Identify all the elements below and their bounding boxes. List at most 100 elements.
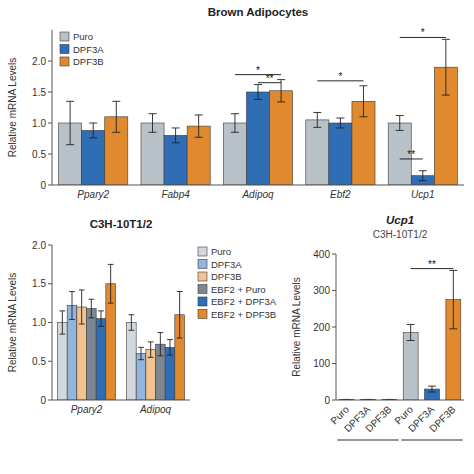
error-bar [359,86,367,117]
error-bar-stem [234,114,235,133]
chart-panel: 00.51.01.52.0Ppary2AdipoqC3H-10T1/2Relat… [7,218,277,415]
error-bar [442,39,450,95]
y-tick [48,61,52,62]
error-bar-cap [148,341,154,342]
error-bar-cap [88,317,94,318]
y-tick-label: 1.5 [32,278,46,289]
error-bar [177,292,183,339]
y-tick [48,400,52,401]
chart-panel: 00.51.01.52.0Ppary2Fabp4AdipoqEbf2Ucp1Br… [7,6,464,200]
y-tick-label: 1.5 [32,87,46,98]
significance-label: ** [428,259,436,270]
error-bar-cap [277,101,285,102]
legend-label: Puro [211,246,231,257]
y-axis-label: Relative mRNA Levels [291,277,302,376]
bar [82,130,105,185]
error-bar-cap [449,328,457,329]
error-bar [407,324,415,340]
y-tick [332,290,336,291]
error-bar-cap [66,144,74,145]
legend-swatch [198,310,207,319]
y-tick-label: 2.0 [32,56,46,67]
bar [67,305,77,400]
error-bar-cap [195,114,203,115]
error-bar [149,114,157,133]
error-bar-cap [128,314,134,315]
error-bar [108,264,114,303]
group-bracket [401,440,463,441]
x-tick-label: DPF3B [427,403,458,434]
y-tick-label: 1.0 [32,317,46,328]
error-bar-cap [138,347,144,348]
significance-label: * [338,71,342,82]
legend-label: EBF2 + DPF3B [211,309,276,320]
error-bar-cap [254,99,262,100]
error-bar [419,171,427,181]
error-bar [449,270,457,328]
legend-label: DPF3B [211,271,242,282]
error-bar [89,123,97,138]
error-bar-stem [116,101,117,132]
x-tick-label: Adipoq [139,404,172,415]
bars [339,270,461,400]
x-tick-label: Ppary2 [71,404,103,415]
error-bar-cap [148,357,154,358]
x-tick-label: DPF3B [363,403,394,434]
bar [127,323,137,401]
y-axis-label: Relative mRNA Levels [7,58,18,157]
y-tick-label: 300 [313,285,330,296]
error-bar-cap [359,85,367,86]
error-bar-cap [428,391,436,392]
error-bar-cap [79,324,85,325]
y-tick [48,245,52,246]
chart-title: C3H-10T1/2 [90,218,153,230]
error-bar [396,116,404,131]
error-bar-stem [160,333,161,356]
error-bar [69,292,75,320]
bar [306,120,329,185]
bar [141,123,164,185]
x-axis-line [52,400,190,401]
y-tick-label: 400 [313,249,330,260]
error-bar-stem [453,270,454,328]
error-bar-stem [410,324,411,340]
error-bar-cap [112,132,120,133]
error-bar-stem [169,340,170,356]
error-bar-cap [277,79,285,80]
error-bar-cap [177,291,183,292]
error-bar-stem [363,86,364,117]
error-bar-stem [198,115,199,137]
error-bar-cap [428,386,436,387]
error-bar-cap [407,340,415,341]
error-bar-cap [66,101,74,102]
error-bar-cap [254,84,262,85]
error-bar-cap [396,115,404,116]
legend-label: EBF2 + DPF3A [211,296,277,307]
y-tick [48,361,52,362]
x-tick-label: Fabp4 [161,189,190,200]
y-tick-label: 0 [324,395,330,406]
y-tick [332,363,336,364]
error-bar-cap [88,299,94,300]
error-bar-cap [359,116,367,117]
bars [58,264,185,400]
error-bar-stem [131,315,132,331]
error-bar [195,115,203,137]
y-tick-label: 0.5 [32,356,46,367]
error-bar-stem [141,347,142,359]
error-bar-cap [138,359,144,360]
error-bar-cap [98,310,104,311]
legend-swatch [198,285,207,294]
error-bar-cap [195,137,203,138]
legend-swatch [60,45,69,54]
error-bar [231,114,239,133]
legend-swatch [60,57,69,66]
y-tick [332,400,336,401]
error-bar [336,118,344,128]
error-bar-cap [313,127,321,128]
error-bar-cap [231,113,239,114]
y-tick [48,92,52,93]
figure: 00.51.01.52.0Ppary2Fabp4AdipoqEbf2Ucp1Br… [0,0,474,474]
error-bar-cap [172,127,180,128]
error-bar [59,311,65,334]
